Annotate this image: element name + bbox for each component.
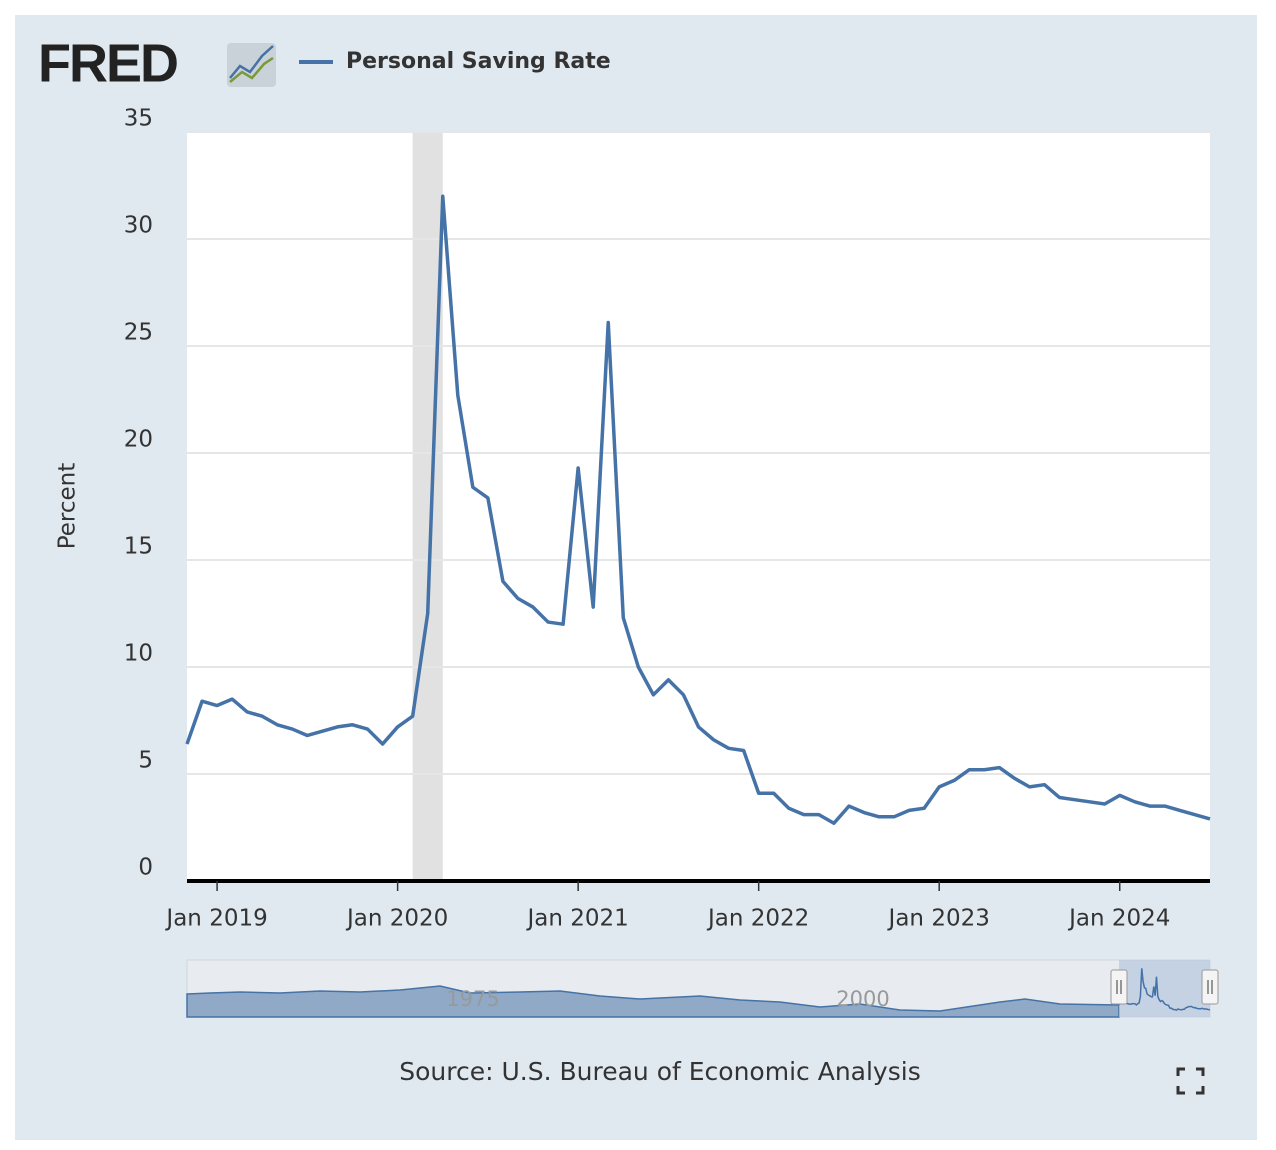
x-tick-label: Jan 2021 (525, 906, 628, 932)
y-tick-label: 30 (124, 213, 153, 239)
fullscreen-icon[interactable] (1176, 1067, 1205, 1095)
y-tick-label: 35 (124, 106, 153, 132)
plot-area (187, 132, 1210, 881)
y-axis-label: Percent (55, 463, 81, 550)
navigator (186, 959, 1211, 1018)
series-line (185, 194, 1211, 825)
navigator-line (1118, 968, 1211, 1012)
y-tick-label: 25 (124, 320, 153, 346)
navigator-handle-grip (1207, 980, 1213, 994)
y-tick-label: 20 (124, 427, 153, 453)
x-tick-label: Jan 2019 (164, 906, 267, 932)
x-tick-label: Jan 2022 (706, 906, 809, 932)
navigator-handle-grip (1116, 980, 1122, 994)
x-tick-label: Jan 2024 (1067, 906, 1170, 932)
y-tick-label: 15 (124, 534, 153, 560)
x-tick-label: Jan 2023 (887, 906, 990, 932)
source: Source: U.S. Bureau of Economic Analysis (399, 1057, 920, 1086)
y-tick-label: 0 (138, 855, 153, 881)
x-tick-label: Jan 2020 (345, 906, 448, 932)
y-tick-label: 5 (138, 748, 153, 774)
logo: FRED (38, 33, 177, 93)
y-tick-label: 10 (124, 641, 153, 667)
logo-icon (227, 43, 276, 87)
navigator-handle[interactable] (1110, 969, 1128, 1005)
navigator-label: 2000 (836, 987, 889, 1011)
navigator-handle[interactable] (1201, 969, 1219, 1005)
navigator-label: 1975 (446, 987, 499, 1011)
legend-label: Personal Saving Rate (346, 49, 611, 74)
recession-band (412, 132, 443, 881)
